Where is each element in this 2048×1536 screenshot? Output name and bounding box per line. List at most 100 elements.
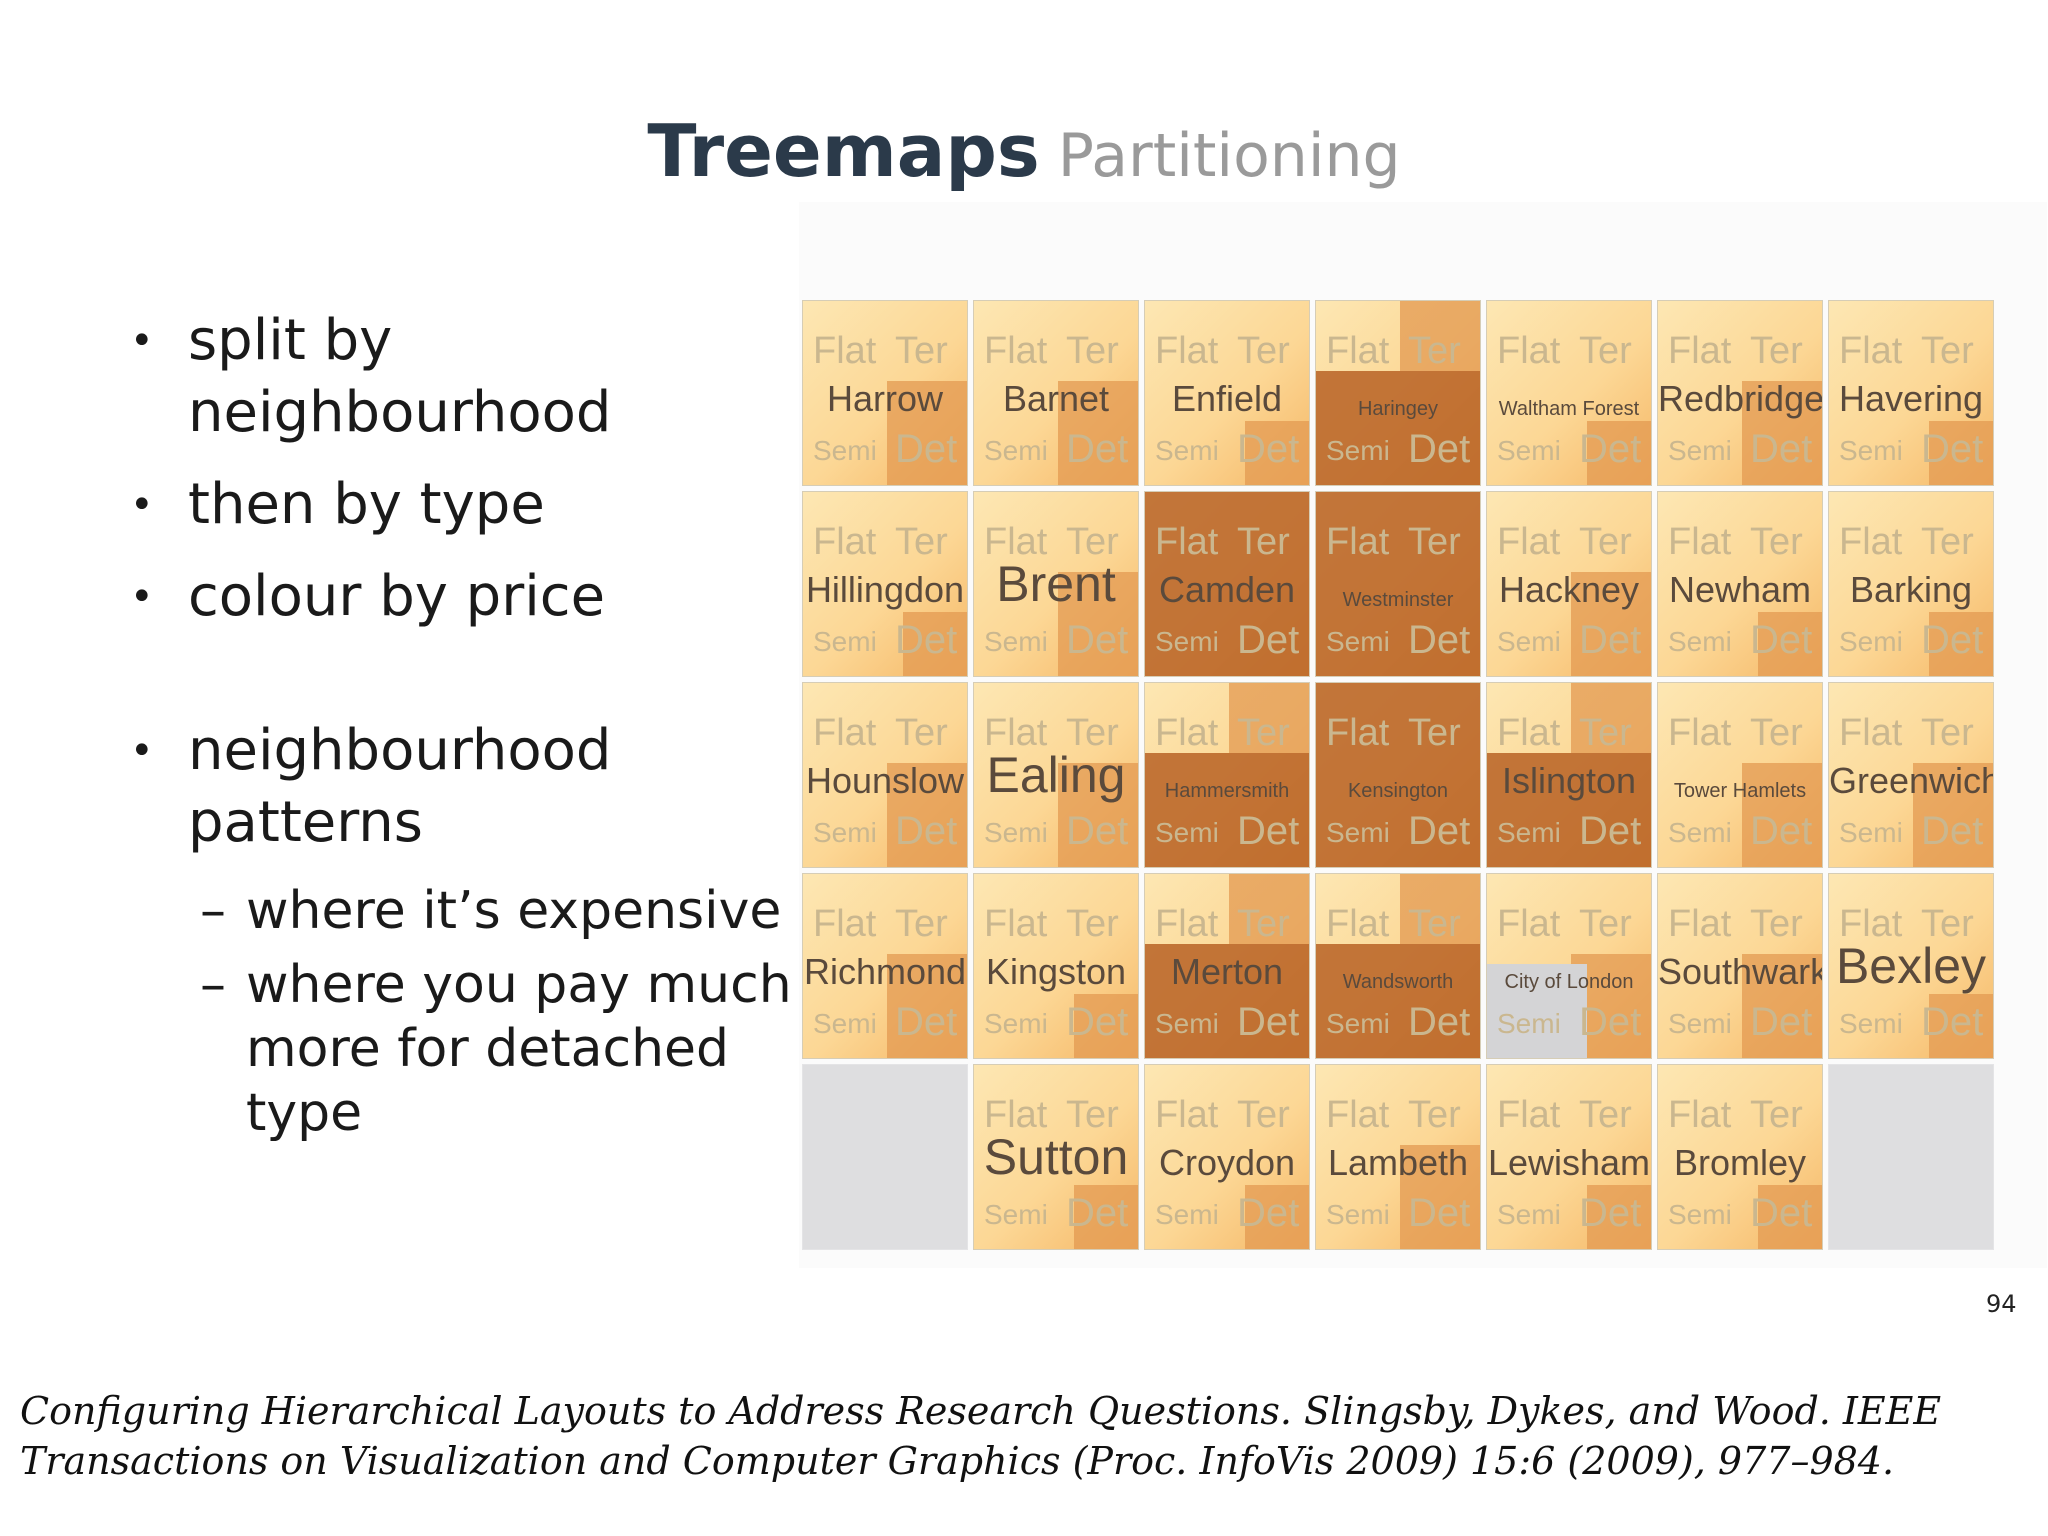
treemap-cell: Flat Ter Semi Det Westminster [1315, 491, 1481, 677]
type-label-ter: Ter [1921, 330, 1974, 372]
type-label-det: Det [1750, 427, 1813, 471]
type-label-semi: Semi [1668, 435, 1732, 466]
type-label-ter: Ter [1921, 712, 1974, 754]
treemap-cell: Flat Ter Semi Det Kensington [1315, 682, 1481, 868]
type-label-flat: Flat [1326, 712, 1390, 754]
price-block [1571, 572, 1651, 676]
price-block [1145, 492, 1309, 676]
price-block [1316, 683, 1480, 867]
type-label-semi: Semi [813, 435, 877, 466]
treemap-cell: Flat Ter Semi Det Harrow [802, 300, 968, 486]
type-label-semi: Semi [984, 817, 1048, 848]
type-label-semi: Semi [1668, 1008, 1732, 1039]
type-label-semi: Semi [1326, 435, 1390, 466]
type-label-det: Det [895, 618, 958, 662]
price-block [1587, 421, 1651, 485]
type-label-semi: Semi [1839, 626, 1903, 657]
type-label-det: Det [895, 809, 958, 853]
borough-name: Hammersmith [1164, 780, 1290, 802]
price-block [1058, 572, 1138, 676]
type-label-flat: Flat [1668, 712, 1732, 754]
type-label-ter: Ter [1750, 1094, 1803, 1136]
type-label-semi: Semi [1839, 1008, 1903, 1039]
price-block [1074, 994, 1138, 1058]
type-label-semi: Semi [1668, 1199, 1732, 1230]
type-label-ter: Ter [1408, 1094, 1461, 1136]
borough-name: Hillingdon [805, 569, 965, 610]
price-block [903, 612, 967, 676]
type-label-ter: Ter [1237, 521, 1290, 563]
bullet-list: • split by neighbourhood • then by type • c… [118, 305, 818, 1145]
type-label-flat: Flat [984, 903, 1048, 945]
citation: Configuring Hierarchical Layouts to Addr… [20, 1389, 1942, 1483]
price-block [1913, 763, 1993, 867]
price-block [1245, 1185, 1309, 1249]
sub-bullet-dash: – [200, 881, 226, 941]
title-main: Treemaps [647, 109, 1040, 193]
price-block [1400, 874, 1480, 944]
borough-name: Ealing [986, 747, 1126, 803]
type-label-semi: Semi [1497, 1008, 1561, 1039]
bullet-item: • then by type [118, 469, 818, 541]
type-label-ter: Ter [1579, 712, 1632, 754]
type-label-det: Det [1579, 1000, 1642, 1044]
type-label-semi: Semi [984, 435, 1048, 466]
type-label-det: Det [1579, 809, 1642, 853]
price-block [1229, 683, 1309, 753]
type-label-ter: Ter [895, 903, 948, 945]
type-label-ter: Ter [1408, 712, 1461, 754]
type-label-semi: Semi [1155, 1199, 1219, 1230]
type-label-ter: Ter [1066, 712, 1119, 754]
bullet-text: colour by price [188, 564, 606, 629]
treemap-empty-cell [1828, 1064, 1994, 1250]
sub-bullet-text: where you pay much more for detached typ… [246, 955, 792, 1143]
type-label-flat: Flat [1326, 1094, 1390, 1136]
bullet-item: • colour by price [118, 561, 818, 633]
type-label-ter: Ter [1408, 521, 1461, 563]
type-label-flat: Flat [1839, 521, 1903, 563]
price-block [1316, 944, 1480, 1058]
sub-bullet-text: where it’s expensive [246, 881, 782, 941]
type-label-semi: Semi [1497, 435, 1561, 466]
type-label-ter: Ter [1750, 712, 1803, 754]
type-label-semi: Semi [813, 817, 877, 848]
price-block [1058, 763, 1138, 867]
type-label-ter: Ter [1579, 903, 1632, 945]
type-label-ter: Ter [1066, 521, 1119, 563]
borough-name: Camden [1158, 569, 1296, 610]
type-label-det: Det [1066, 1191, 1129, 1235]
type-label-flat: Flat [1839, 330, 1903, 372]
treemap-cell: Flat Ter Semi Det Merton [1144, 873, 1310, 1059]
type-label-semi: Semi [813, 1008, 877, 1039]
treemap-cell: Flat Ter Semi Det Redbridge [1657, 300, 1823, 486]
treemap-cell: Flat Ter Semi Det Barking [1828, 491, 1994, 677]
borough-name: Lewisham [1487, 1142, 1651, 1183]
price-block [1058, 381, 1138, 485]
bullet-text: split by neighbourhood [188, 308, 612, 445]
type-label-semi: Semi [1326, 1199, 1390, 1230]
type-label-ter: Ter [1066, 1094, 1119, 1136]
price-block [1758, 612, 1822, 676]
treemap-cell: Flat Ter Semi Det Enfield [1144, 300, 1310, 486]
type-label-flat: Flat [813, 521, 877, 563]
borough-name: Kensington [1347, 780, 1449, 802]
type-label-det: Det [1750, 809, 1813, 853]
borough-name: Barnet [1002, 378, 1110, 419]
type-label-ter: Ter [1237, 330, 1290, 372]
type-label-ter: Ter [1750, 521, 1803, 563]
treemap-cell: Flat Ter Semi Det Wandsworth [1315, 873, 1481, 1059]
type-label-ter: Ter [1408, 330, 1461, 372]
type-label-flat: Flat [1155, 521, 1219, 563]
price-block [1929, 994, 1993, 1058]
price-block [1742, 381, 1822, 485]
borough-name: Islington [1501, 760, 1637, 801]
type-label-ter: Ter [1750, 903, 1803, 945]
treemap-cell: Flat Ter Semi Det Haringey [1315, 300, 1481, 486]
treemap-cell: Flat Ter Semi Det Hammersmith [1144, 682, 1310, 868]
type-label-ter: Ter [1750, 330, 1803, 372]
bullet-dot: • [130, 728, 154, 774]
borough-name: Sutton [983, 1129, 1129, 1185]
type-label-flat: Flat [984, 1094, 1048, 1136]
treemap-cell: Flat Ter Semi Det Havering [1828, 300, 1994, 486]
type-label-flat: Flat [1668, 1094, 1732, 1136]
